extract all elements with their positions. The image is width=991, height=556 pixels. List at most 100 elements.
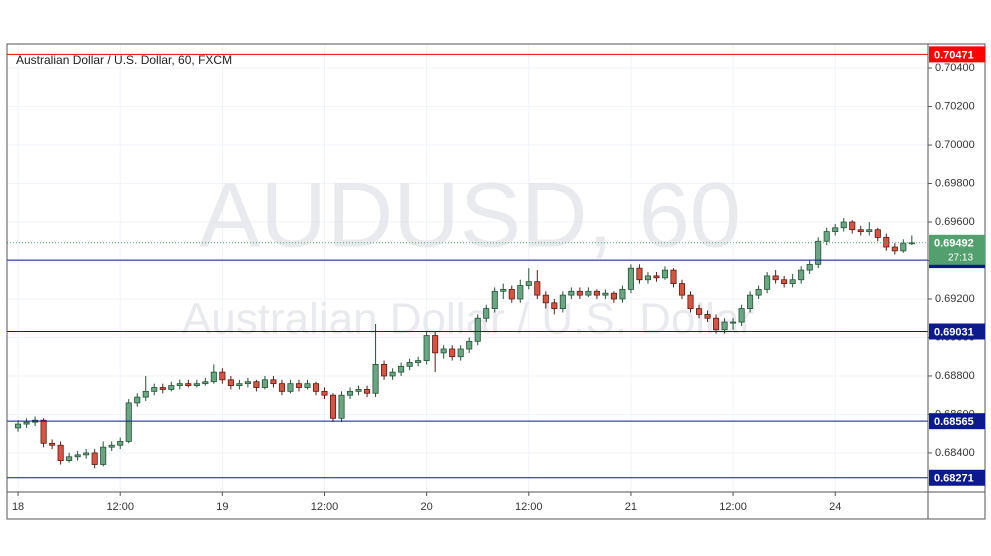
watermark-subtitle: Australian Dollar / U.S. Dollar <box>182 295 754 344</box>
candle-body <box>193 383 200 386</box>
candle-body <box>874 229 881 238</box>
candle-body <box>142 390 149 398</box>
x-tick-label: 12:00 <box>515 501 543 513</box>
candle-body <box>66 456 73 462</box>
candle-body <box>312 383 320 392</box>
candle-body <box>534 281 541 296</box>
candle-body <box>295 383 303 388</box>
candle-body <box>755 288 762 296</box>
candle-body <box>219 371 226 381</box>
candle-body <box>908 242 915 245</box>
level-label: 0.70471 <box>934 49 974 61</box>
candle-body <box>551 302 558 310</box>
candle-body <box>593 290 600 296</box>
candle-body <box>815 240 822 265</box>
candle-body <box>210 371 217 383</box>
candle-body <box>891 246 898 252</box>
level-label-box <box>929 323 985 340</box>
candle-body <box>49 442 56 446</box>
candle-body <box>857 229 864 233</box>
candle-body <box>108 444 115 448</box>
candle-body <box>610 292 617 300</box>
candle-body <box>91 452 98 465</box>
candle-body <box>653 275 660 279</box>
candle-body <box>636 267 643 281</box>
candle-body <box>381 364 388 377</box>
x-tick-label: 20 <box>421 501 433 513</box>
y-tick-label: 0.70000 <box>935 139 975 151</box>
candle-body <box>576 290 583 296</box>
x-tick-label: 12:00 <box>106 501 134 513</box>
candle-body <box>491 290 498 310</box>
candle-body <box>117 440 124 446</box>
candle-body <box>508 288 515 300</box>
level-label-box <box>929 46 985 63</box>
candle-body <box>704 313 711 319</box>
x-tick-label: 24 <box>829 501 841 513</box>
candle-body <box>151 387 158 392</box>
candle-body <box>355 389 362 392</box>
candle-body <box>244 381 251 385</box>
last-price-label: 0.69492 <box>934 238 974 250</box>
y-tick-label: 0.70400 <box>935 62 975 74</box>
x-tick-label: 12:00 <box>719 501 747 513</box>
candle-body <box>364 389 371 394</box>
candle-body <box>695 308 703 315</box>
last-price-box <box>929 234 985 265</box>
candle-body <box>457 348 464 358</box>
candle-body <box>389 371 396 377</box>
candle-body <box>432 335 439 354</box>
candle-body <box>687 294 694 310</box>
candle-body <box>483 308 490 319</box>
candle-body <box>40 419 47 444</box>
candle-body <box>176 383 183 386</box>
candle-body <box>585 290 592 296</box>
candle-body <box>372 364 379 394</box>
level-label: 0.68271 <box>934 473 974 485</box>
level-label-box <box>929 469 985 486</box>
candle-body <box>270 379 277 385</box>
countdown: 27:13 <box>948 252 973 263</box>
candle-body <box>781 279 788 284</box>
candle-body <box>57 444 64 462</box>
candle-body <box>832 227 839 233</box>
candle-body <box>406 362 413 367</box>
candle-body <box>474 317 481 342</box>
axes: 0.684000.686000.688000.690000.692000.694… <box>6 43 986 520</box>
candle-body <box>159 387 166 390</box>
y-tick-label: 0.68400 <box>935 447 975 459</box>
level-label-box <box>929 413 985 430</box>
candle-body <box>568 290 575 296</box>
candle-body <box>304 383 311 388</box>
candle-body <box>202 381 209 385</box>
candle-body <box>253 381 260 388</box>
x-tick-label: 21 <box>625 501 637 513</box>
candle-body <box>321 390 328 396</box>
x-tick-label: 19 <box>216 501 228 513</box>
level-label: 0.69031 <box>934 326 974 338</box>
candle-body <box>678 283 686 296</box>
candle-body <box>15 423 22 429</box>
candle-body <box>721 321 728 331</box>
candle-body <box>764 275 771 290</box>
candle-body <box>627 267 634 290</box>
candle-body <box>134 396 141 404</box>
candle-body <box>849 221 856 231</box>
x-tick-label: 12:00 <box>311 501 339 513</box>
level-label: 0.68565 <box>934 416 974 428</box>
candle-body <box>661 269 669 279</box>
candle-body <box>713 317 720 331</box>
candle-body <box>559 294 566 310</box>
candle-body <box>542 294 549 304</box>
candle-body <box>74 454 81 458</box>
candle-body <box>772 275 779 281</box>
candle-body <box>440 348 447 354</box>
y-tick-label: 0.69600 <box>935 216 975 228</box>
candle-body <box>883 237 890 248</box>
candle-body <box>423 335 430 361</box>
candle-body <box>866 229 873 233</box>
candle-body <box>670 269 677 284</box>
candle-body <box>500 288 507 292</box>
